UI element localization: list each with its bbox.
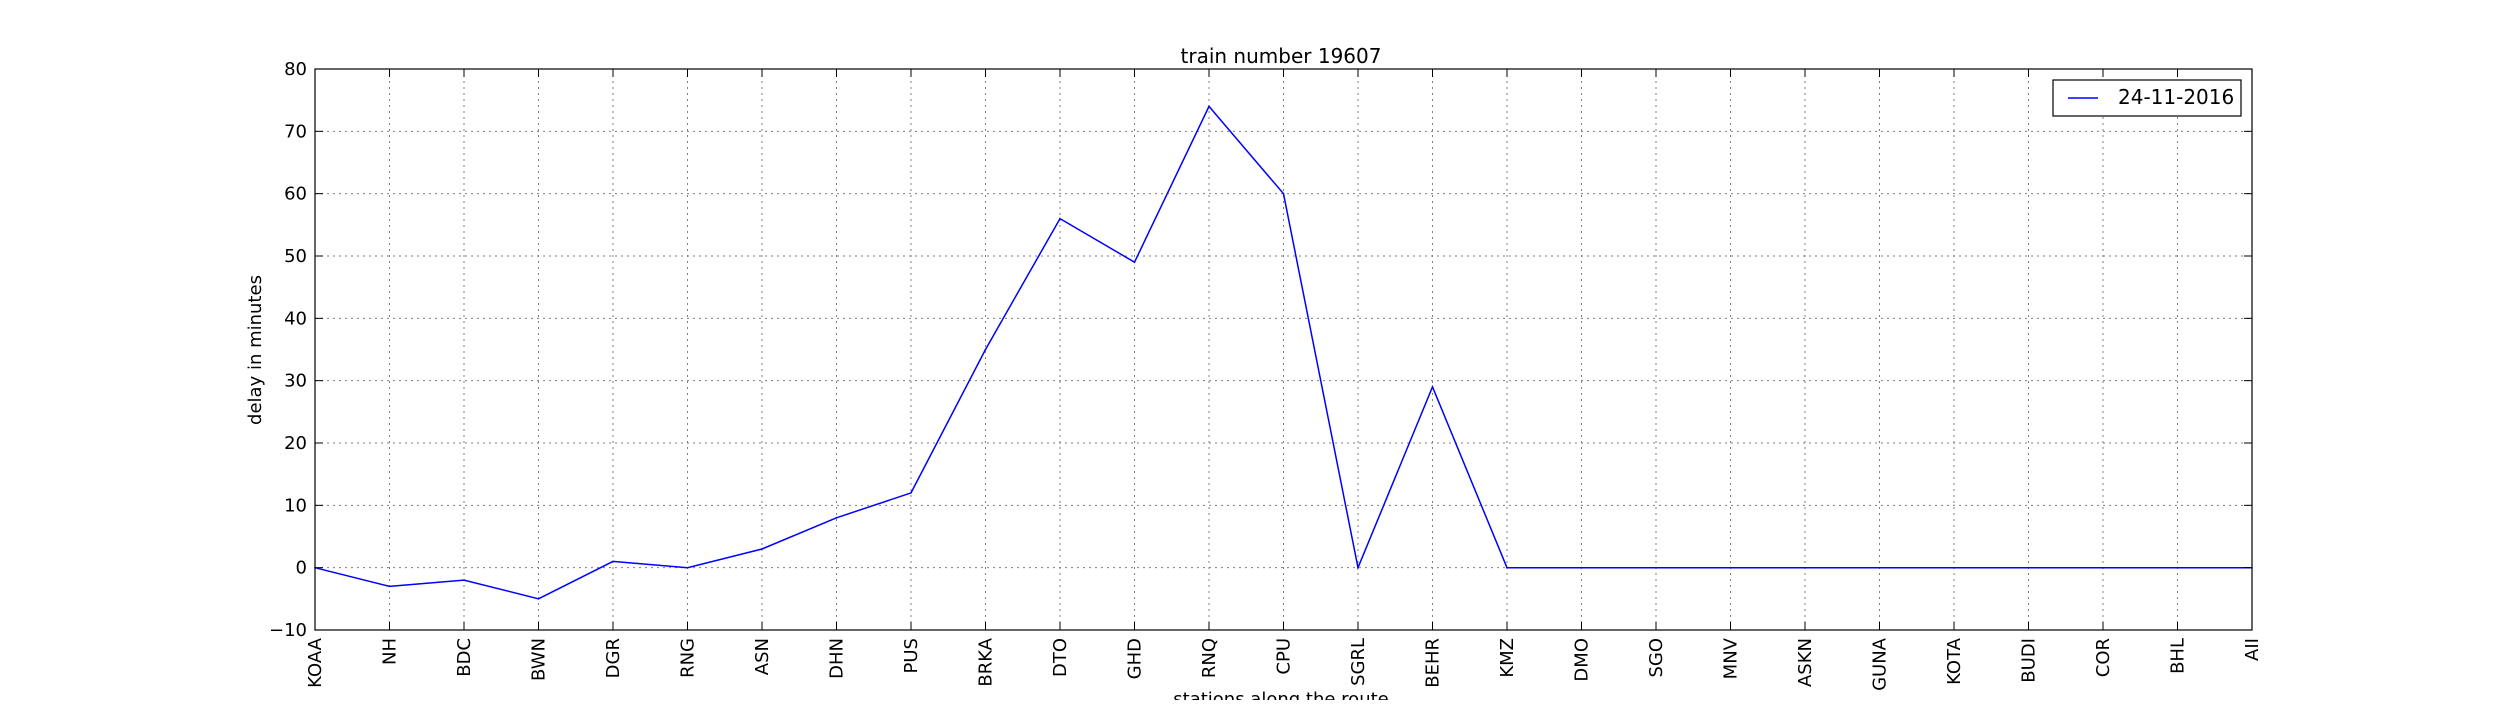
x-tick-label: BUDI [2019,638,2040,683]
data-point [761,548,763,550]
x-tick-label: DHN [827,638,848,679]
data-point [1953,566,1955,569]
x-tick-label: BWN [529,638,550,681]
data-point [1655,566,1657,569]
x-tick-label: COR [2093,638,2114,677]
x-axis-ticks: KOAA NH BDC BWN DGR RNG ASN DHN PUS BRKA DTO GHD RNQ… [305,69,2263,691]
x-tick-label: NH [380,638,401,665]
data-point [1133,261,1136,264]
data-point [1878,566,1881,569]
x-tick-label: GUNA [1870,637,1891,691]
y-tick-label: −10 [269,620,307,641]
y-tick-label: 50 [284,246,307,267]
data-point [1357,566,1359,569]
y-tick-label: 80 [284,59,307,80]
data-point [2027,566,2030,569]
data-point [984,348,987,351]
x-tick-label: MNV [1721,637,1742,679]
y-axis-title: delay in minutes [245,275,266,425]
x-tick-label: RNQ [1199,638,1220,678]
data-point [537,598,540,600]
data-point [1282,192,1285,195]
y-tick-label: 70 [284,121,307,142]
x-tick-label: DGR [603,638,624,678]
x-tick-label: BRKA [976,637,997,686]
data-point [612,560,614,563]
x-tick-label: CPU [1274,638,1295,675]
y-axis-ticks: −10 0 10 20 30 40 50 60 70 80 [269,59,2252,641]
y-tick-label: 10 [284,495,307,516]
data-point [1506,566,1508,569]
x-tick-label: KOTA [1944,637,1965,685]
x-tick-label: DTO [1050,638,1071,677]
data-point [910,492,912,494]
x-tick-label: SGO [1646,638,1667,678]
data-point [835,517,838,519]
x-tick-label: ASN [752,638,773,675]
x-tick-label: BDC [454,638,475,677]
data-point [686,566,689,569]
x-axis-title: stations along the route [1173,689,1388,700]
x-tick-label: PUS [901,638,922,673]
data-point [1729,566,1732,569]
data-point [1580,566,1583,569]
data-point [1431,386,1434,388]
data-point [1804,566,1806,569]
data-point [388,585,391,588]
data-point [1208,105,1210,108]
x-tick-label: RNG [678,638,699,678]
x-tick-label: DMO [1572,638,1593,682]
x-tick-label: BEHR [1423,638,1444,688]
y-tick-label: 40 [284,308,307,329]
legend: 24-11-2016 [2052,79,2242,117]
x-tick-label: ASKN [1795,638,1816,687]
x-tick-label: SGRL [1348,638,1369,686]
data-point [2102,566,2104,569]
y-tick-label: 0 [296,558,307,579]
x-tick-label: BHL [2168,638,2189,674]
y-tick-label: 60 [284,184,307,205]
data-point [1059,217,1061,220]
legend-label: 24-11-2016 [2118,85,2234,109]
y-tick-label: 30 [284,371,307,392]
data-point [463,579,465,581]
x-tick-label: GHD [1125,638,1146,679]
y-tick-label: 20 [284,433,307,454]
grid-lines [314,68,2253,631]
x-tick-label: AII [2242,638,2263,661]
x-tick-label: KOAA [305,637,326,687]
data-point [2176,566,2179,569]
chart-title: train number 19607 [1181,44,1382,68]
x-tick-label: KMZ [1497,638,1518,678]
